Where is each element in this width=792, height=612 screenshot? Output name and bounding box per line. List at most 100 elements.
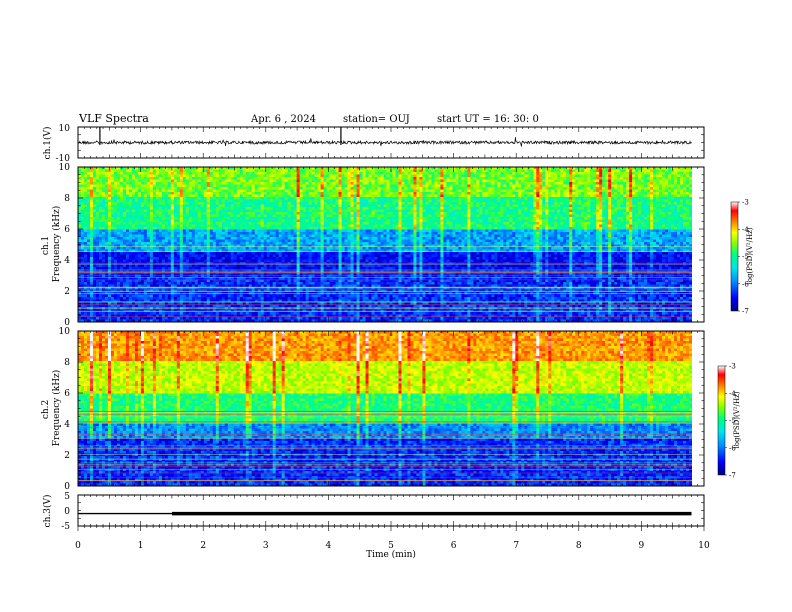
spectrogram-cell [321, 210, 324, 213]
spectrogram-cell [249, 202, 252, 205]
spectrogram-cell [572, 172, 575, 175]
spectrogram-cell [348, 175, 351, 178]
spectrogram-cell [452, 172, 455, 175]
ch1-waveform-panel: 10 -10 ch.1(V) [42, 124, 704, 164]
spectrogram-cell [120, 207, 123, 210]
spectrogram-cell [422, 172, 425, 175]
spectrogram-cell [395, 187, 398, 190]
spectrogram-cell [105, 182, 108, 185]
spectrogram-cell [237, 217, 240, 220]
spectrogram-cell [240, 207, 243, 210]
spectrogram-cell [315, 220, 318, 223]
spectrogram-cell [398, 170, 401, 173]
spectrogram-cell [90, 185, 93, 188]
spectrogram-cell [461, 212, 464, 215]
spectrogram-cell [252, 205, 255, 208]
spectrogram-cell [488, 220, 491, 223]
spectrogram-cell [192, 212, 195, 215]
spectrogram-cell [533, 175, 536, 178]
spectrogram-cell [312, 205, 315, 208]
spectrogram-cell [117, 210, 120, 213]
spectrogram-cell [348, 207, 351, 210]
spectrogram-cell [300, 220, 303, 223]
spectrogram-cell [153, 220, 156, 223]
spectrogram-cell [515, 207, 518, 210]
spectrogram-cell [222, 187, 225, 190]
spectrogram-cell [330, 182, 333, 185]
spectrogram-cell [644, 180, 647, 183]
spectrogram-cell [494, 215, 497, 218]
spectrogram-cell [467, 220, 470, 223]
spectrogram-cell [587, 185, 590, 188]
spectrogram-cell [536, 200, 539, 203]
spectrogram-cell [270, 185, 273, 188]
spectrogram-cell [497, 212, 500, 215]
spectrogram-cell [90, 200, 93, 203]
spectrogram-cell [192, 215, 195, 218]
spectrogram-cell [180, 215, 183, 218]
spectrogram-cell [201, 195, 204, 198]
spectrogram-cell [183, 187, 186, 190]
spectrogram-cell [330, 205, 333, 208]
spectrogram-cell [372, 217, 375, 220]
spectrogram-cell [503, 187, 506, 190]
spectrogram-cell [171, 190, 174, 193]
spectrogram-cell [680, 210, 683, 213]
spectrogram-cell [566, 222, 569, 225]
spectrogram-cell [270, 207, 273, 210]
spectrogram-cell [117, 182, 120, 185]
spectrogram-cell [503, 185, 506, 188]
spectrogram-cell [351, 207, 354, 210]
spectrogram-cell [671, 172, 674, 175]
spectrogram-cell [560, 180, 563, 183]
spectrogram-cell [135, 212, 138, 215]
spectrogram-cell [294, 215, 297, 218]
spectrogram-cell [96, 207, 99, 210]
spectrogram-cell [671, 190, 674, 193]
spectrogram-cell [455, 180, 458, 183]
spectrogram-cell [162, 175, 165, 178]
spectrogram-cell [333, 222, 336, 225]
spectrogram-cell [366, 187, 369, 190]
spectrogram-cell [608, 217, 611, 220]
spectrogram-cell [455, 185, 458, 188]
spectrogram-cell [96, 187, 99, 190]
spectrogram-cell [662, 205, 665, 208]
spectrogram-cell [336, 202, 339, 205]
spectrogram-cell [168, 197, 171, 200]
spectrogram-cell [689, 187, 692, 190]
spectrogram-cell [150, 220, 153, 223]
spectrogram-cell [512, 210, 515, 213]
spectrogram-cell [183, 185, 186, 188]
spectrogram-cell [641, 190, 644, 193]
spectrogram-cell [632, 190, 635, 193]
spectrogram-cell [656, 190, 659, 193]
spectrogram-cell [524, 177, 527, 180]
spectrogram-cell [234, 210, 237, 213]
spectrogram-cell [629, 175, 632, 178]
spectrogram-cell [228, 192, 231, 195]
spectrogram-cell [330, 170, 333, 173]
spectrogram-cell [500, 202, 503, 205]
spectrogram-cell [401, 222, 404, 225]
spectrogram-cell [315, 210, 318, 213]
spectrogram-cell [578, 185, 581, 188]
spectrogram-cell [318, 187, 321, 190]
spectrogram-cell [683, 192, 686, 195]
spectrogram-cell [123, 195, 126, 198]
spectrogram-cell [381, 207, 384, 210]
spectrogram-cell [434, 210, 437, 213]
spectrogram-cell [470, 207, 473, 210]
spectrogram-cell [276, 177, 279, 180]
spectrogram-cell [381, 180, 384, 183]
spectrogram-cell [641, 210, 644, 213]
spectrogram-cell [623, 192, 626, 195]
spectrogram-cell [419, 220, 422, 223]
spectrogram-cell [246, 210, 249, 213]
spectrogram-cell [195, 220, 198, 223]
spectrogram-cell [246, 180, 249, 183]
spectrogram-cell [201, 187, 204, 190]
spectrogram-cell [473, 200, 476, 203]
spectrogram-cell [372, 192, 375, 195]
spectrogram-cell [512, 222, 515, 225]
